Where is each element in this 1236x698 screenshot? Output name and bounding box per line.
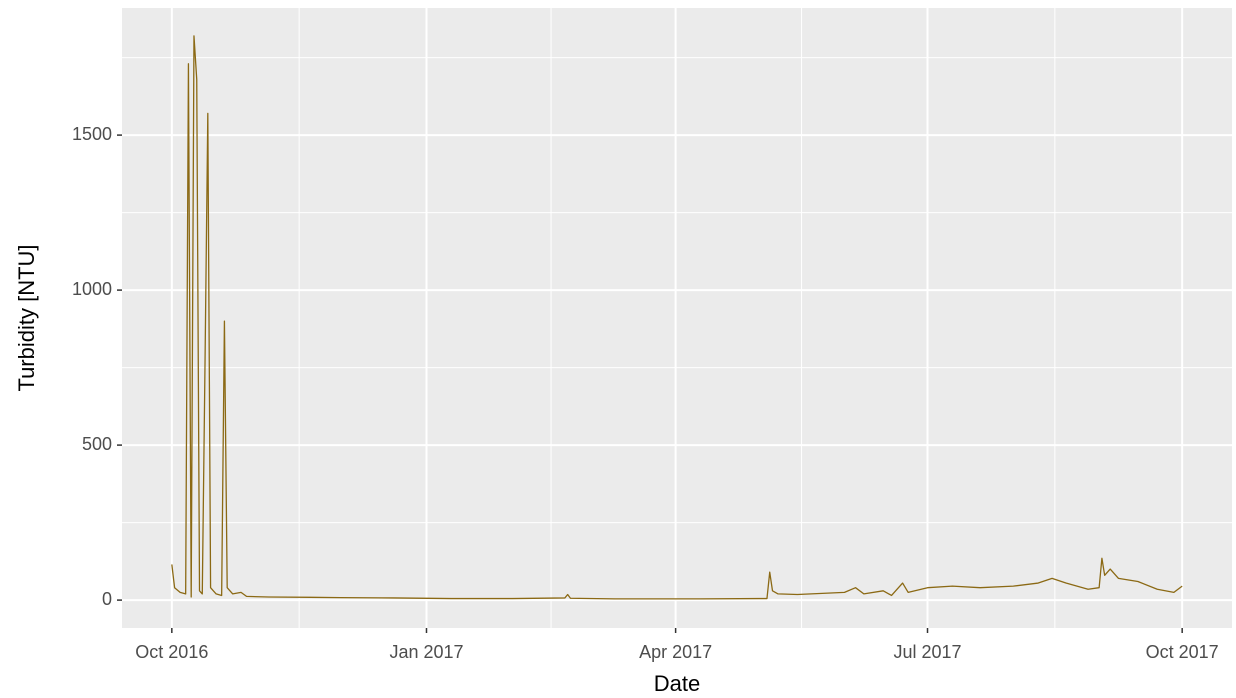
x-tick-label: Oct 2016 <box>135 642 208 662</box>
panel <box>122 8 1232 628</box>
y-tick-label: 0 <box>102 589 112 609</box>
y-tick-label: 500 <box>82 434 112 454</box>
x-tick-label: Oct 2017 <box>1146 642 1219 662</box>
y-tick-label: 1500 <box>72 124 112 144</box>
line <box>171 35 1183 600</box>
y-tick-label: 1000 <box>72 279 112 299</box>
y-axis-title: Turbidity [NTU] <box>14 244 39 391</box>
x-tick-label: Jul 2017 <box>893 642 961 662</box>
x-tick-label: Jan 2017 <box>389 642 463 662</box>
x-axis-title: Date <box>654 671 700 696</box>
x-tick-label: Apr 2017 <box>639 642 712 662</box>
